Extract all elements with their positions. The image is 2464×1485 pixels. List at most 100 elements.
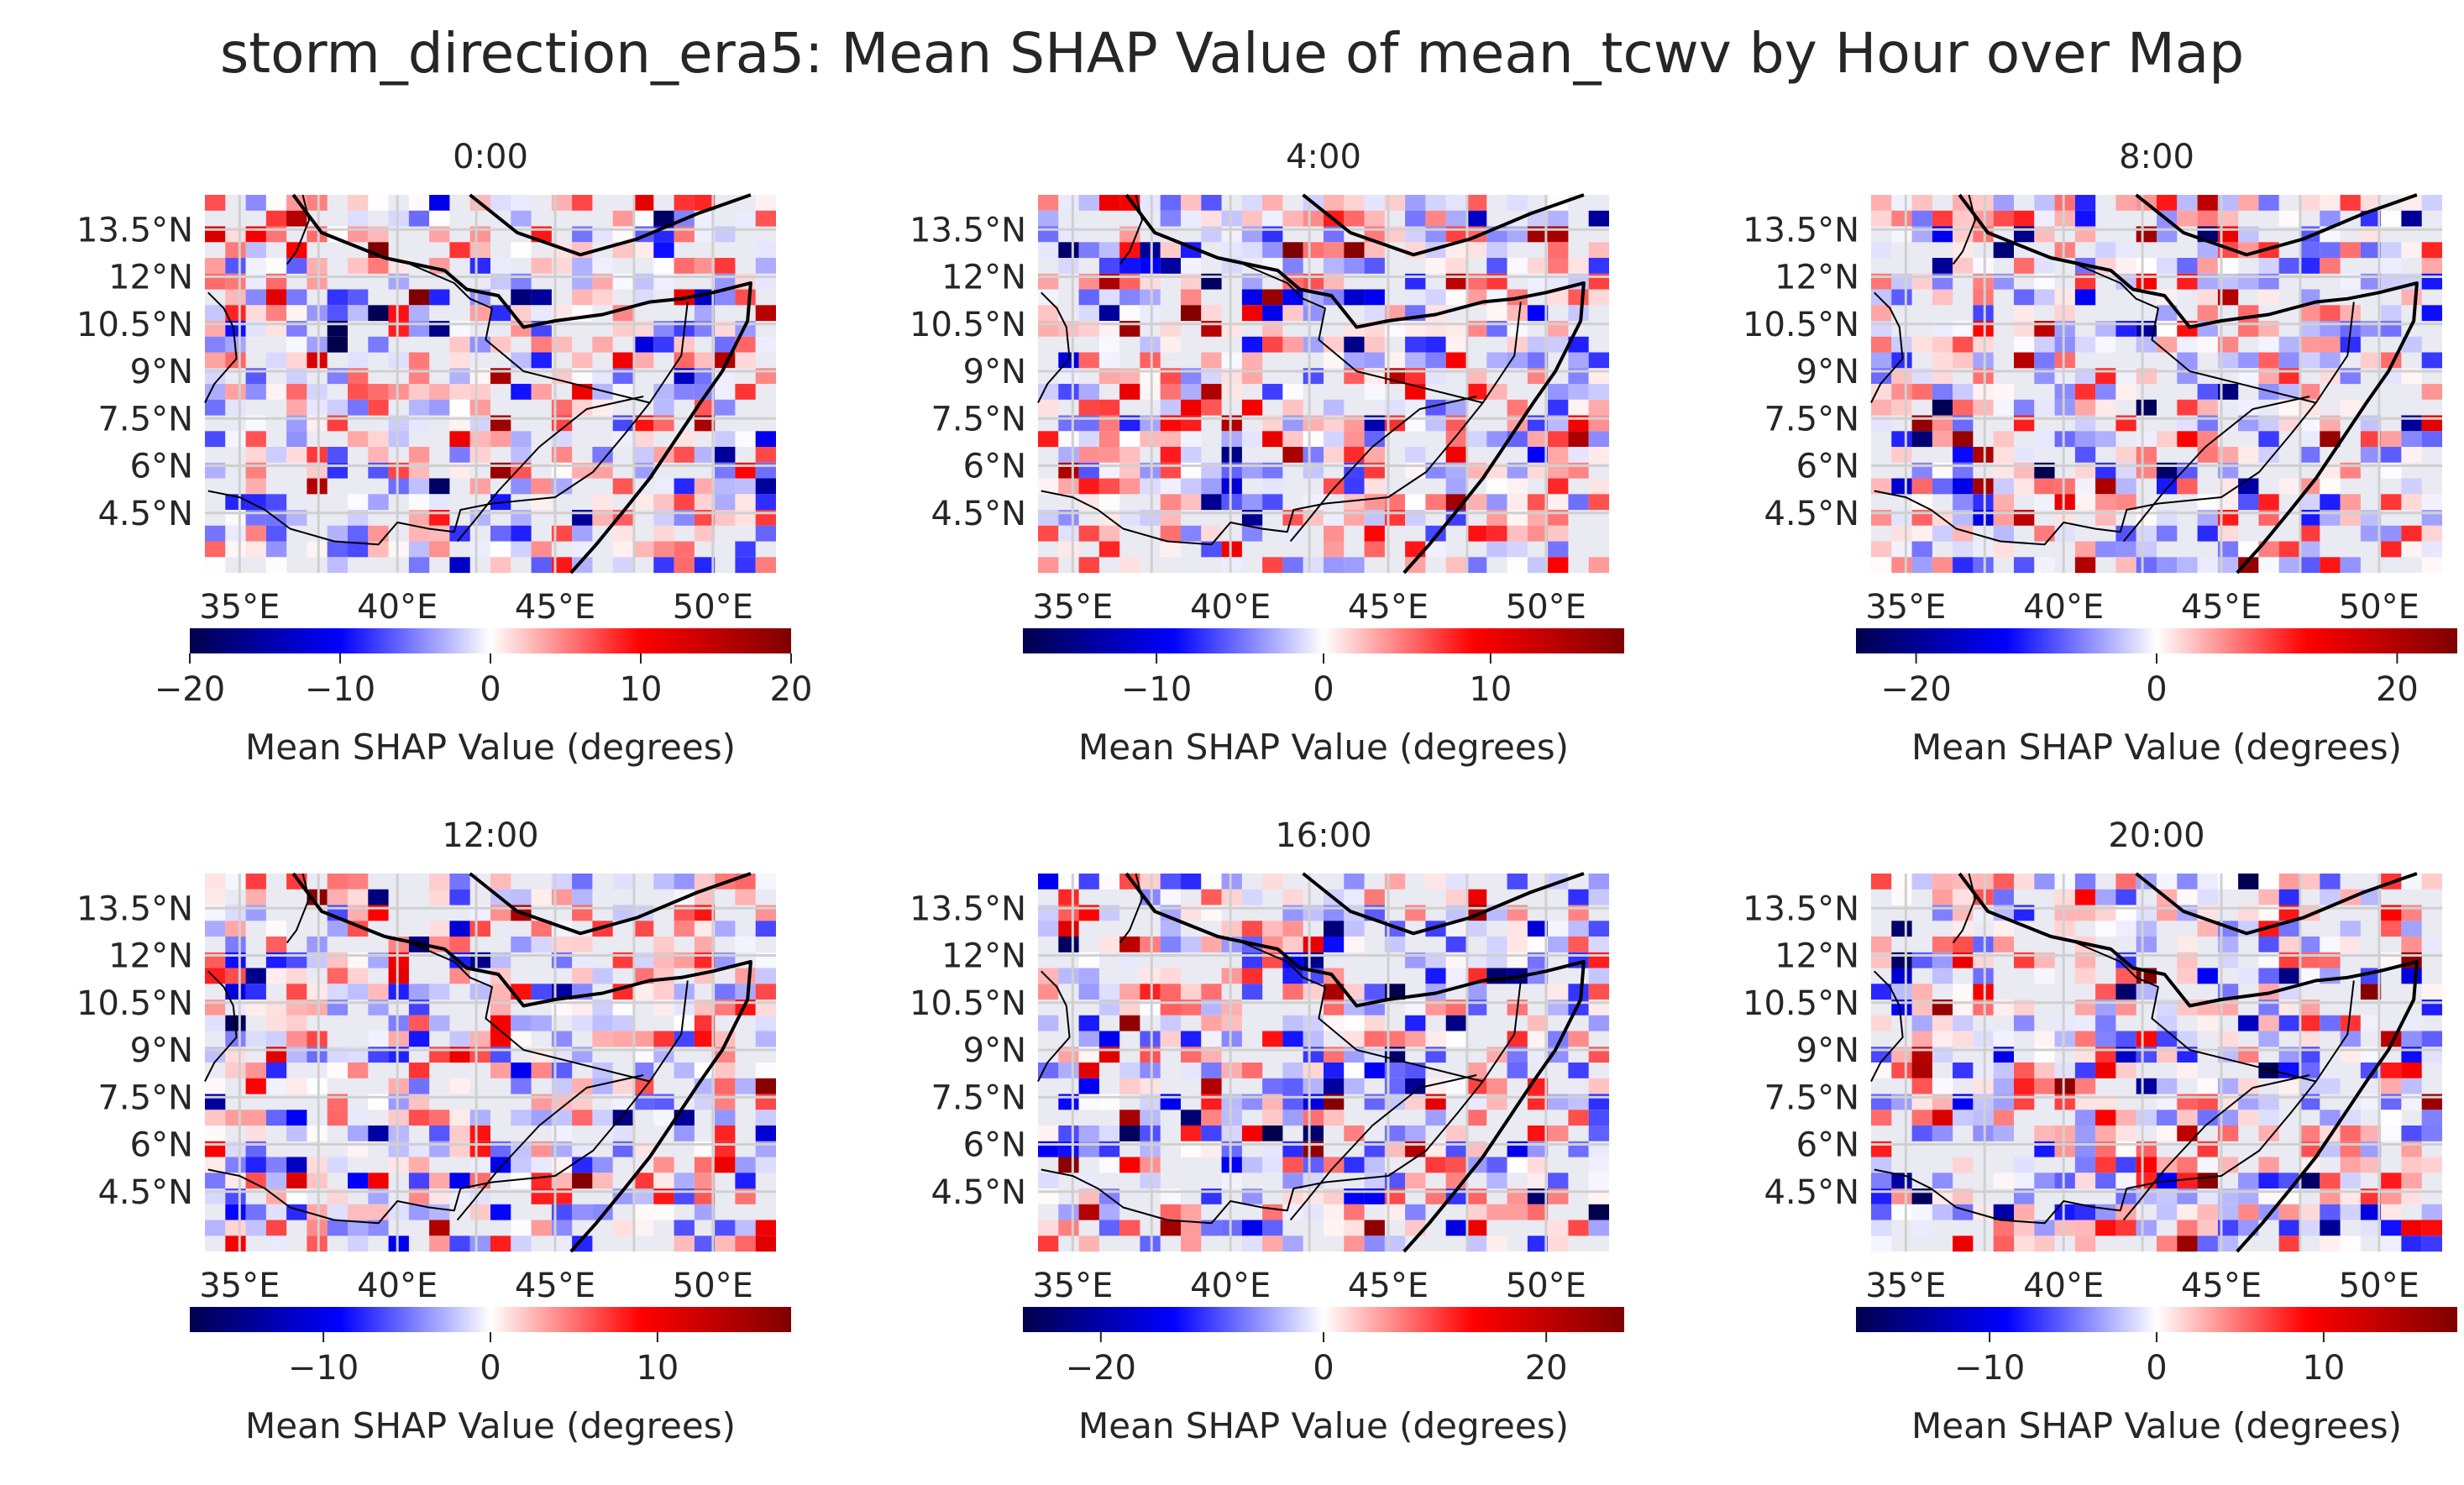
heat-cell xyxy=(2054,289,2075,306)
heat-cell xyxy=(1324,431,1345,448)
heat-cell xyxy=(511,478,532,495)
heat-cell xyxy=(1405,289,1426,306)
heat-cell xyxy=(1871,242,1892,259)
heat-cell xyxy=(1221,431,1242,448)
heat-cell xyxy=(531,1063,552,1078)
heat-cell xyxy=(2136,1157,2157,1173)
heat-cell xyxy=(1911,384,1932,400)
heat-cell xyxy=(490,984,511,1000)
heat-cell xyxy=(307,1236,328,1252)
heat-cell xyxy=(2299,937,2320,952)
x-tick-label: 50°E xyxy=(673,588,753,627)
heat-cell xyxy=(1181,1126,1202,1141)
y-tick-label: 7.5°N xyxy=(1764,400,1859,438)
x-tick-label: 35°E xyxy=(1032,588,1113,627)
colorbar xyxy=(1856,628,2457,653)
heat-cell xyxy=(592,1173,613,1189)
heat-cell xyxy=(1221,210,1242,227)
heat-cell xyxy=(2421,541,2442,558)
heat-cell xyxy=(2381,1173,2402,1189)
heat-cell xyxy=(1425,210,1446,227)
heat-cell xyxy=(1445,1015,1466,1031)
heat-cell xyxy=(2299,1063,2320,1078)
heat-cell xyxy=(511,289,532,306)
heat-cell xyxy=(633,1063,654,1078)
heat-cell xyxy=(1507,352,1528,369)
heat-cell xyxy=(1548,525,1569,542)
y-tick-label: 7.5°N xyxy=(97,1078,193,1117)
heat-cell xyxy=(1324,1110,1345,1126)
heat-cell xyxy=(735,431,756,448)
heat-cell xyxy=(2136,1220,2157,1236)
heat-cell xyxy=(1364,1220,1385,1236)
heat-cell xyxy=(2278,921,2299,937)
heat-cell xyxy=(1973,1110,1994,1126)
heat-cell xyxy=(1098,984,1120,1000)
border-line xyxy=(204,970,238,1082)
heat-cell xyxy=(653,1110,674,1126)
heat-cell xyxy=(2115,984,2136,1000)
heat-cell xyxy=(408,525,430,542)
heat-cell xyxy=(1384,399,1406,416)
heat-cell xyxy=(245,195,266,211)
x-tick-label: 45°E xyxy=(2181,588,2262,627)
heat-cell xyxy=(2381,1063,2402,1078)
heat-cell xyxy=(348,984,369,1000)
heat-cell xyxy=(2197,1078,2218,1094)
heat-cell xyxy=(1078,384,1099,400)
heat-cell xyxy=(225,289,246,306)
heat-cell xyxy=(653,384,674,400)
heat-cell xyxy=(2238,968,2259,984)
heat-cell xyxy=(1344,1157,1365,1173)
heat-cell xyxy=(1078,399,1099,416)
heat-cell xyxy=(1364,336,1385,353)
heat-cell xyxy=(1160,874,1181,889)
heat-cell xyxy=(2157,431,2178,448)
heat-cell xyxy=(1445,242,1466,259)
heat-cell xyxy=(1078,242,1099,259)
heat-cell xyxy=(368,1220,389,1236)
heat-cell xyxy=(2278,937,2299,952)
heat-cell xyxy=(612,1220,633,1236)
heat-cell xyxy=(2157,336,2178,353)
heat-cell xyxy=(1262,210,1283,227)
heat-cell xyxy=(2401,242,2422,259)
border-line xyxy=(1041,942,1484,1225)
heat-cell xyxy=(612,541,633,558)
heat-cell xyxy=(2217,874,2239,889)
heat-cell xyxy=(1425,1031,1446,1047)
heat-cell xyxy=(2095,541,2116,558)
heat-cell xyxy=(1466,1110,1487,1126)
heat-cell xyxy=(1201,1063,1222,1078)
x-tick-label: 40°E xyxy=(1190,588,1271,627)
heat-cell xyxy=(755,1220,776,1236)
heat-cell xyxy=(388,352,409,369)
heat-cell xyxy=(2340,336,2361,353)
heat-cell xyxy=(612,1078,633,1094)
heat-cell xyxy=(2401,478,2422,495)
heat-cell xyxy=(2217,1204,2239,1220)
heat-cell xyxy=(2278,1063,2299,1078)
heat-cell xyxy=(1303,336,1324,353)
heat-cell xyxy=(1119,937,1140,952)
heat-cell xyxy=(2034,289,2055,306)
heat-cell xyxy=(2115,384,2136,400)
heat-cell xyxy=(1425,1157,1446,1173)
heat-cell xyxy=(755,557,776,574)
y-tick-label: 6°N xyxy=(963,448,1026,486)
heat-cell xyxy=(1466,384,1487,400)
heat-cell xyxy=(612,1015,633,1031)
heat-cell xyxy=(1181,937,1202,952)
heat-cell xyxy=(1140,1126,1161,1141)
heat-cell xyxy=(1078,478,1099,495)
coastline xyxy=(1302,193,1585,257)
heat-cell xyxy=(1507,557,1528,574)
heat-cell xyxy=(307,384,328,400)
heat-cell xyxy=(1119,305,1140,322)
heat-cell xyxy=(225,399,246,416)
heat-cell xyxy=(2401,937,2422,952)
heat-cell xyxy=(2360,1015,2382,1031)
heat-cell xyxy=(1038,984,1059,1000)
heat-cell xyxy=(2258,889,2279,905)
coastline xyxy=(2135,193,2418,257)
